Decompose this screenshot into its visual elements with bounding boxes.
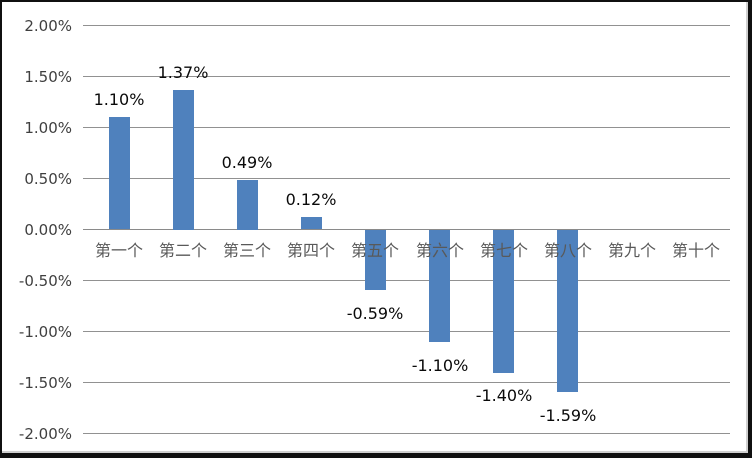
x-axis-category-label: 第七个 [479,241,528,260]
gridline [83,127,730,128]
x-axis-category-label: 第四个 [286,241,335,260]
x-axis-category-label: 第五个 [350,241,399,260]
bar-value-label: -0.59% [346,304,404,323]
bar-value-label: 0.12% [285,190,337,209]
bar-value-label: -1.40% [475,386,533,405]
bar-series1 [237,180,258,230]
bar-series1 [173,90,194,230]
bar-series1 [557,230,578,392]
y-axis-tick-label: 1.50% [24,68,72,86]
gridline [83,433,730,434]
bar-value-label: -1.10% [411,356,469,375]
y-axis-tick-label: -0.50% [18,272,72,290]
y-axis-tick-label: 1.00% [24,119,72,137]
y-axis-tick-label: 0.00% [24,221,72,239]
bar-series1 [493,230,514,373]
bar-value-label: 1.37% [157,63,209,82]
gridline [83,331,730,332]
bar-value-label: 1.10% [93,90,145,109]
zero-axis-line [83,229,730,230]
bar-series1 [365,230,386,290]
bar-value-label: -1.59% [539,406,597,425]
x-axis-category-label: 第十个 [671,241,720,260]
x-axis-category-label: 第九个 [607,241,656,260]
x-axis-category-label: 第一个 [94,241,143,260]
x-axis-category-label: 第六个 [415,241,464,260]
y-axis-tick-label: -2.00% [18,425,72,443]
bar-series1 [301,217,322,229]
gridline [83,25,730,26]
bar-series1 [109,117,130,229]
y-axis-tick-label: -1.50% [18,374,72,392]
x-axis-category-label: 第二个 [158,241,207,260]
y-axis-tick-label: 0.50% [24,170,72,188]
gridline [83,76,730,77]
bar-series1 [429,230,450,342]
y-axis-tick-label: 2.00% [24,17,72,35]
gridline [83,280,730,281]
y-axis-tick-label: -1.00% [18,323,72,341]
gridline [83,178,730,179]
x-axis-category-label: 第八个 [543,241,592,260]
x-axis-category-label: 第三个 [222,241,271,260]
bar-value-label: 0.49% [221,153,273,172]
gridline [83,382,730,383]
